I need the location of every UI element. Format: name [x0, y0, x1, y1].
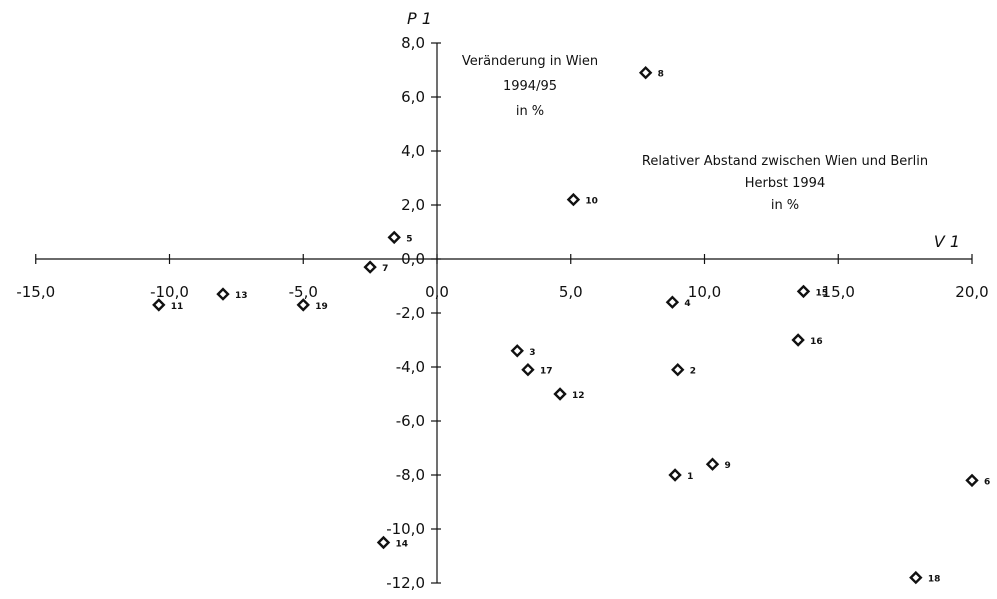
data-point-marker — [791, 333, 805, 347]
x-tick-label: -5,0 — [289, 283, 318, 301]
x-tick-label: -10,0 — [150, 283, 189, 301]
data-point-marker — [387, 230, 401, 245]
data-point-marker — [909, 570, 923, 585]
y-tick-label: -8,0 — [396, 466, 425, 484]
data-point-marker — [671, 363, 685, 377]
data-point-label: 5 — [406, 234, 412, 244]
data-point-label: 9 — [725, 461, 731, 471]
y-axis-note: Veränderung in Wien 1994/95 in % — [462, 54, 598, 119]
data-point-label: 16 — [810, 337, 823, 347]
y-ticks: 8,0 6,0 4,0 2,0 0,0 -2,0 -4,0 -6,0 -8,0 -10,0 -12,… — [386, 34, 441, 592]
data-point-label: 14 — [396, 540, 409, 550]
y-tick-label: -4,0 — [396, 358, 425, 376]
y-tick-label: -12,0 — [386, 574, 425, 592]
data-point-label: 18 — [928, 575, 941, 585]
x-axis-note-line: Relativer Abstand zwischen Wien und Berl… — [642, 154, 928, 169]
y-tick-label: 6,0 — [401, 88, 425, 106]
x-tick-label: 5,0 — [559, 283, 583, 301]
data-point-marker — [553, 387, 567, 401]
data-point-label: 6 — [984, 477, 990, 487]
x-tick-label: 20,0 — [955, 283, 988, 301]
data-point-label: 15 — [815, 288, 828, 298]
y-tick-label: 4,0 — [401, 142, 425, 160]
data-point-label: 10 — [585, 197, 598, 207]
y-tick-label: -10,0 — [386, 520, 425, 538]
x-axis-note: Relativer Abstand zwischen Wien und Berl… — [642, 154, 928, 213]
data-point-label: 11 — [171, 302, 184, 312]
data-point-marker — [665, 295, 680, 309]
data-point-label: 1 — [687, 472, 693, 482]
data-point-label: 19 — [315, 302, 328, 312]
x-axis-note-line: in % — [771, 198, 799, 213]
data-point-marker — [510, 344, 524, 358]
x-tick-label: 0,0 — [425, 283, 449, 301]
y-axis-note-line: 1994/95 — [503, 79, 557, 94]
y-tick-label: 2,0 — [401, 196, 425, 214]
data-point-marker — [216, 287, 230, 301]
y-axis-note-line: in % — [516, 104, 544, 119]
y-axis-title: P 1 — [407, 9, 432, 28]
data-point-marker — [796, 284, 811, 299]
data-point-marker — [521, 363, 535, 377]
data-point-marker — [363, 260, 377, 274]
data-point-label: 12 — [572, 391, 585, 401]
data-point-label: 17 — [540, 367, 553, 377]
data-point-marker — [152, 298, 166, 312]
y-tick-label: 0,0 — [401, 250, 425, 268]
data-point-marker — [296, 298, 310, 312]
data-point-marker — [965, 473, 979, 488]
x-axis-title: V 1 — [934, 232, 960, 251]
x-ticks: -15,0 -10,0 -5,0 0,0 5,0 10,0 15,0 20,0 — [16, 254, 989, 301]
x-tick-label: -15,0 — [16, 283, 55, 301]
data-point-marker — [705, 457, 720, 471]
x-tick-label: 10,0 — [688, 283, 721, 301]
data-point-label: 4 — [684, 299, 690, 309]
data-point-label: 3 — [529, 348, 535, 358]
y-tick-label: -6,0 — [396, 412, 425, 430]
data-point-label: 2 — [690, 367, 696, 377]
y-tick-label: 8,0 — [401, 34, 425, 52]
data-point-marker — [376, 535, 391, 550]
data-point-label: 13 — [235, 291, 248, 301]
data-point-marker — [638, 66, 653, 80]
x-tick-label: 15,0 — [822, 283, 855, 301]
data-point-label: 8 — [658, 70, 664, 80]
data-point-marker — [668, 468, 682, 482]
data-point-label: 7 — [382, 264, 388, 274]
y-axis-note-line: Veränderung in Wien — [462, 54, 598, 69]
data-point-marker — [566, 192, 581, 207]
axes — [35, 43, 972, 583]
y-tick-label: -2,0 — [396, 304, 425, 322]
x-axis-note-line: Herbst 1994 — [745, 176, 825, 191]
